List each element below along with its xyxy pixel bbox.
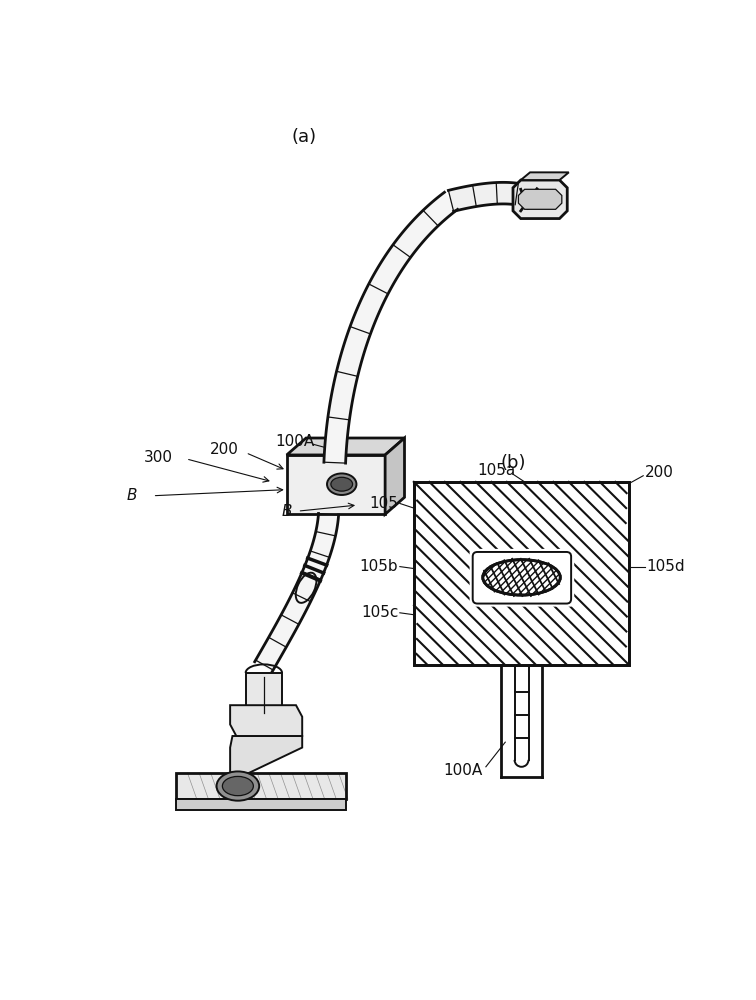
Polygon shape	[255, 513, 339, 672]
Polygon shape	[521, 172, 569, 180]
Text: 100A: 100A	[275, 434, 314, 449]
Text: 105b: 105b	[360, 559, 398, 574]
Text: (b): (b)	[500, 454, 525, 472]
Text: (a): (a)	[291, 128, 316, 146]
Text: 200: 200	[645, 465, 674, 480]
FancyBboxPatch shape	[469, 549, 575, 607]
Polygon shape	[385, 438, 404, 514]
Ellipse shape	[483, 560, 560, 595]
FancyBboxPatch shape	[472, 552, 571, 604]
Ellipse shape	[222, 776, 253, 796]
Polygon shape	[287, 455, 385, 514]
Text: B: B	[281, 504, 292, 519]
Polygon shape	[519, 189, 562, 209]
Polygon shape	[287, 438, 404, 455]
Polygon shape	[230, 705, 302, 736]
Text: 200: 200	[210, 442, 239, 457]
Text: 300: 300	[144, 450, 172, 465]
Polygon shape	[414, 482, 629, 665]
Text: 105c: 105c	[361, 605, 398, 620]
Polygon shape	[513, 180, 567, 219]
Ellipse shape	[331, 477, 352, 491]
Text: 105d: 105d	[646, 559, 685, 574]
Text: 105: 105	[370, 496, 398, 511]
Polygon shape	[176, 773, 346, 799]
Polygon shape	[324, 192, 457, 463]
Text: 100A: 100A	[443, 763, 482, 778]
Ellipse shape	[327, 473, 356, 495]
Polygon shape	[230, 736, 302, 774]
Text: 105a: 105a	[477, 463, 515, 478]
Text: B: B	[126, 488, 137, 503]
Polygon shape	[246, 673, 282, 713]
Ellipse shape	[216, 771, 259, 801]
Polygon shape	[176, 799, 346, 810]
Polygon shape	[448, 182, 537, 211]
